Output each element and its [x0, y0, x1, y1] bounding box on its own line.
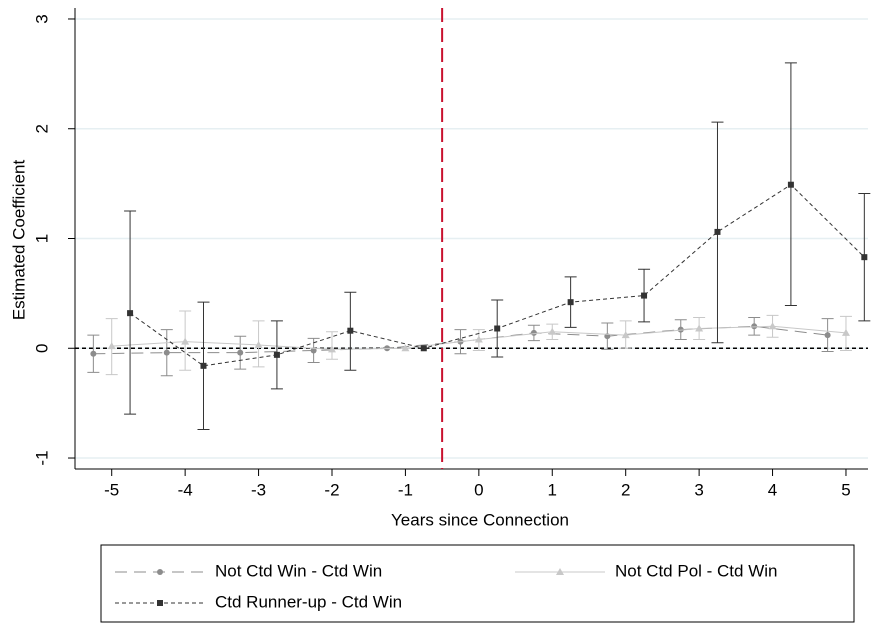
legend-marker: [556, 568, 564, 575]
x-axis-label: Years since Connection: [391, 510, 569, 529]
marker: [714, 228, 721, 235]
x-tick-label: 2: [621, 480, 630, 499]
marker: [494, 325, 501, 332]
legend-marker: [157, 569, 163, 575]
marker: [254, 340, 263, 348]
marker: [787, 181, 794, 188]
y-tick-label: 2: [32, 124, 51, 133]
x-tick-label: -5: [104, 480, 119, 499]
marker: [768, 322, 777, 330]
x-tick-label: 0: [474, 480, 483, 499]
marker: [621, 331, 630, 339]
marker: [181, 337, 190, 345]
legend-box: [100, 544, 855, 623]
marker: [474, 335, 483, 343]
marker: [695, 324, 704, 332]
marker: [861, 254, 868, 261]
x-tick-label: 1: [548, 480, 557, 499]
legend-marker: [157, 600, 163, 606]
marker: [420, 345, 427, 352]
marker: [347, 327, 354, 334]
x-tick-label: -2: [324, 480, 339, 499]
x-tick-label: -1: [398, 480, 413, 499]
y-tick-label: 3: [32, 14, 51, 23]
marker: [401, 344, 410, 352]
marker: [530, 329, 537, 336]
x-tick-label: -4: [178, 480, 193, 499]
marker: [751, 323, 758, 330]
marker: [548, 327, 557, 335]
marker: [127, 310, 134, 317]
marker: [163, 349, 170, 356]
x-tick-label: 4: [768, 480, 777, 499]
x-tick-label: 3: [694, 480, 703, 499]
x-tick-label: 5: [841, 480, 850, 499]
marker: [824, 332, 831, 339]
marker: [273, 351, 280, 358]
y-tick-label: 1: [32, 234, 51, 243]
marker: [641, 292, 648, 299]
marker: [310, 347, 317, 354]
legend-label: Ctd Runner-up - Ctd Win: [215, 592, 402, 611]
marker: [677, 326, 684, 333]
marker: [567, 299, 574, 306]
marker: [841, 328, 850, 336]
marker: [237, 349, 244, 356]
y-axis-label: Estimated Coefficient: [9, 160, 28, 321]
marker: [107, 342, 116, 350]
legend-label: Not Ctd Pol - Ctd Win: [615, 561, 778, 580]
y-tick-label: -1: [32, 450, 51, 465]
marker: [200, 362, 207, 369]
legend-label: Not Ctd Win - Ctd Win: [215, 561, 382, 580]
x-tick-label: -3: [251, 480, 266, 499]
y-tick-label: 0: [32, 344, 51, 353]
marker: [327, 345, 336, 353]
marker: [90, 350, 97, 357]
